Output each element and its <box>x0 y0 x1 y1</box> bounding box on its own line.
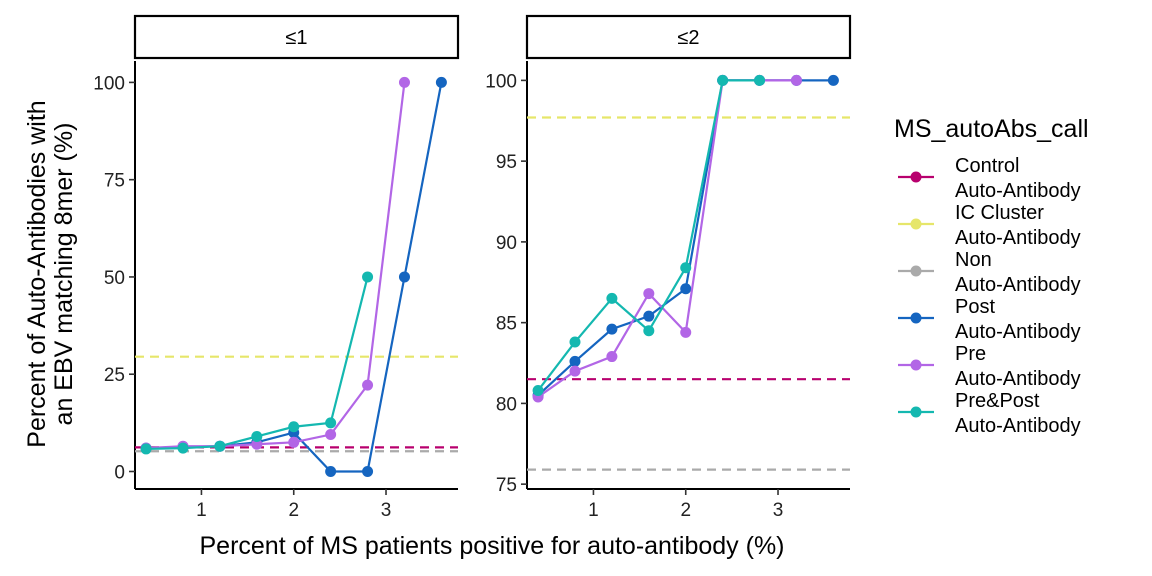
legend-key-point <box>910 406 922 418</box>
data-point-post <box>569 355 581 367</box>
legend-label-line-1: Pre <box>955 343 986 365</box>
y-tick-label: 50 <box>104 268 125 289</box>
legend-label-line-2: Auto-Antibody <box>955 368 1081 390</box>
legend-key-point <box>910 359 922 371</box>
x-tick-label: 2 <box>680 500 691 521</box>
data-point-post <box>827 74 839 86</box>
legend-label-line-1: IC Cluster <box>955 202 1044 224</box>
x-tick-label: 3 <box>773 500 784 521</box>
data-point-prepost <box>251 430 263 442</box>
series-line-pre <box>146 82 406 450</box>
legend-key-point <box>910 265 922 277</box>
data-point-prepost <box>288 421 300 433</box>
data-point-prepost <box>214 440 226 452</box>
data-point-prepost <box>680 262 692 274</box>
data-point-pre <box>362 379 374 391</box>
y-axis-title-line-2: an EBV matching 8mer (%) <box>50 123 78 426</box>
legend-key-point <box>910 171 922 183</box>
facet-strip-1 <box>133 14 460 60</box>
x-tick-label: 3 <box>381 500 392 521</box>
data-point-prepost <box>325 417 337 429</box>
legend-label-line-2: Auto-Antibody <box>955 274 1081 296</box>
data-point-pre <box>680 326 692 338</box>
y-tick-label: 75 <box>496 475 517 496</box>
y-tick-label: 85 <box>496 314 517 335</box>
legend-item-prepost: Pre&Post Auto-Antibody <box>898 390 1081 437</box>
data-point-post <box>643 310 655 322</box>
x-axis-title: Percent of MS patients positive for auto… <box>199 532 784 560</box>
legend-label-line-1: Control <box>955 155 1019 177</box>
legend-label-line-2: Auto-Antibody <box>955 415 1081 437</box>
data-point-prepost <box>532 384 544 396</box>
data-point-pre <box>288 436 300 448</box>
data-point-pre <box>569 365 581 377</box>
data-point-prepost <box>717 74 729 86</box>
data-point-prepost <box>177 442 189 454</box>
facet-strip-label-2: ≤2 <box>677 27 699 49</box>
y-tick-label: 80 <box>496 394 517 415</box>
y-tick-label: 100 <box>485 71 517 92</box>
data-point-pre <box>398 76 410 88</box>
data-point-post <box>398 271 410 283</box>
legend-item-post: Post Auto-Antibody <box>898 296 1081 343</box>
facet-strip-2 <box>525 14 852 60</box>
y-tick-label: 25 <box>104 365 125 386</box>
legend-item-control: Control Auto-Antibody <box>898 155 1081 202</box>
legend-label-line-2: Auto-Antibody <box>955 180 1081 202</box>
data-point-prepost <box>643 325 655 337</box>
data-point-prepost <box>362 271 374 283</box>
y-tick-label: 0 <box>114 462 125 483</box>
y-tick-label: 95 <box>496 152 517 173</box>
y-tick-label: 90 <box>496 233 517 254</box>
data-point-pre <box>606 351 618 363</box>
series-line-post <box>537 79 834 397</box>
data-point-post <box>680 283 692 295</box>
legend-label-line-1: Post <box>955 296 995 318</box>
data-point-pre <box>251 438 263 450</box>
series-line-pre <box>537 79 797 398</box>
data-point-post <box>362 465 374 477</box>
data-point-post <box>435 76 447 88</box>
facet-strip-label-1: ≤1 <box>285 27 307 49</box>
legend-title: MS_autoAbs_call <box>894 115 1089 143</box>
data-point-prepost <box>140 443 152 455</box>
legend-item-ic: IC Cluster Auto-Antibody <box>898 202 1081 249</box>
data-point-prepost <box>606 292 618 304</box>
data-point-post <box>606 323 618 335</box>
data-point-pre <box>643 288 655 300</box>
data-point-post <box>325 465 337 477</box>
legend-item-non: Non Auto-Antibody <box>898 249 1081 296</box>
x-tick-label: 1 <box>588 500 599 521</box>
legend-label-line-1: Non <box>955 249 992 271</box>
y-tick-label: 75 <box>104 171 125 192</box>
legend-key-point <box>910 312 922 324</box>
legend-label-line-1: Pre&Post <box>955 390 1040 412</box>
legend-item-pre: Pre Auto-Antibody <box>898 343 1081 390</box>
x-tick-label: 2 <box>288 500 299 521</box>
y-axis-title-line-1: Percent of Auto-Antibodies with <box>23 100 51 447</box>
legend-label-line-2: Auto-Antibody <box>955 321 1081 343</box>
data-point-prepost <box>754 74 766 86</box>
panel-2: ≤2 75 80 85 90 95 100 1 2 3 <box>485 14 852 521</box>
y-tick-label: 100 <box>93 73 125 94</box>
legend-key-point <box>910 218 922 230</box>
panel-1: ≤1 0 25 50 75 100 1 2 3 <box>93 14 460 521</box>
legend-label-line-2: Auto-Antibody <box>955 227 1081 249</box>
data-point-pre <box>325 429 337 441</box>
x-tick-label: 1 <box>196 500 207 521</box>
data-point-prepost <box>569 336 581 348</box>
data-point-pre <box>790 74 802 86</box>
